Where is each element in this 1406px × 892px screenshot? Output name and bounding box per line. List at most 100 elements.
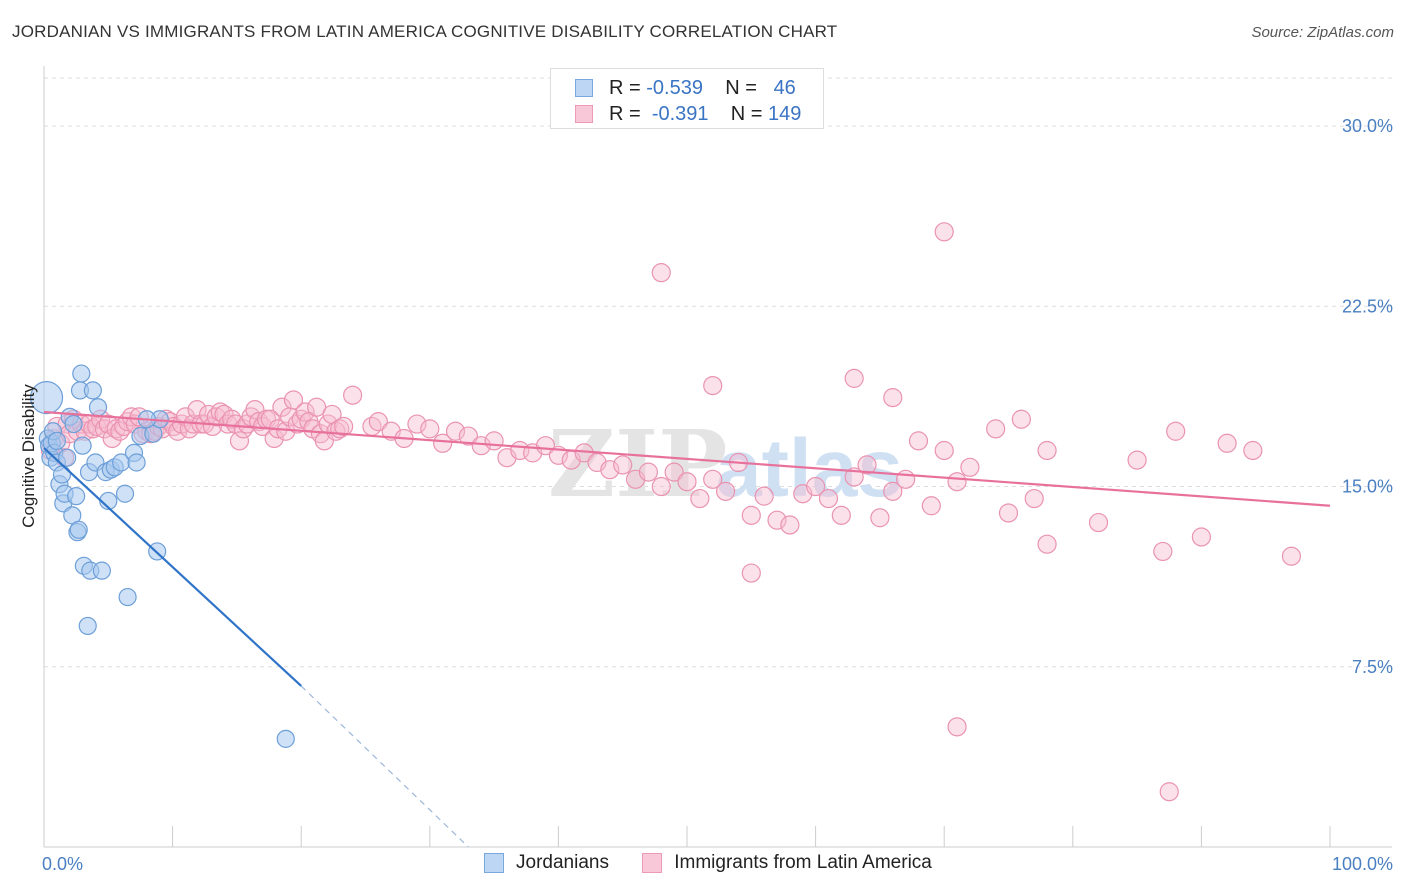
- data-point-immigrants: [1243, 440, 1263, 461]
- data-point-immigrants: [445, 421, 466, 441]
- n-value: 46: [773, 77, 796, 99]
- data-point-immigrants: [947, 472, 967, 492]
- data-point-immigrants: [1281, 546, 1302, 566]
- data-point-immigrants: [690, 488, 710, 509]
- y-tick-label: 7.5%: [1352, 657, 1393, 677]
- data-point-immigrants: [870, 508, 890, 528]
- data-point-immigrants: [1037, 440, 1057, 461]
- legend-item-immigrants[interactable]: Immigrants from Latin America: [642, 852, 932, 874]
- data-point-immigrants: [767, 510, 787, 530]
- data-point-immigrants: [818, 488, 839, 509]
- data-point-jordanians: [29, 381, 64, 415]
- data-point-immigrants: [420, 419, 440, 439]
- data-point-jordanians: [64, 414, 83, 434]
- data-point-immigrants: [368, 412, 388, 432]
- data-point-jordanians: [88, 398, 108, 417]
- data-point-jordanians: [127, 453, 146, 472]
- data-point-immigrants: [908, 431, 929, 451]
- data-point-immigrants: [651, 263, 671, 283]
- data-point-immigrants: [754, 486, 774, 506]
- data-point-immigrants: [1159, 782, 1179, 802]
- data-point-immigrants: [805, 476, 826, 497]
- y-tick-label: 22.5%: [1342, 296, 1393, 316]
- legend-swatch-jordanians: [484, 853, 504, 873]
- data-point-immigrants: [921, 496, 941, 516]
- data-point-immigrants: [741, 563, 761, 583]
- r-label: R =: [609, 77, 641, 99]
- trend-line-immigrants: [43, 410, 1331, 507]
- data-point-immigrants: [433, 433, 453, 453]
- correlation-legend: R = -0.539 N = 46 R = -0.391 N = 149: [550, 68, 824, 129]
- chart-title: JORDANIAN VS IMMIGRANTS FROM LATIN AMERI…: [12, 22, 838, 41]
- data-point-immigrants: [1217, 433, 1237, 453]
- data-point-jordanians: [47, 431, 66, 450]
- y-tick-label: 15.0%: [1342, 477, 1393, 497]
- data-point-immigrants: [272, 397, 292, 417]
- legend-swatch-immigrants: [642, 853, 663, 873]
- data-point-jordanians: [115, 484, 135, 503]
- data-point-immigrants: [1011, 409, 1031, 429]
- n-label: N =: [725, 77, 757, 99]
- data-point-immigrants: [998, 503, 1019, 523]
- data-point-immigrants: [638, 462, 659, 482]
- x-tick-label: 0.0%: [42, 854, 83, 874]
- data-point-immigrants: [960, 457, 980, 477]
- data-point-immigrants: [471, 436, 491, 456]
- r-label: R =: [609, 103, 641, 125]
- data-point-immigrants: [1153, 541, 1173, 562]
- trend-line-jordanians-extension: [300, 685, 469, 848]
- data-point-immigrants: [343, 385, 363, 405]
- data-point-immigrants: [1037, 534, 1057, 554]
- data-point-immigrants: [102, 428, 122, 449]
- data-point-immigrants: [535, 436, 556, 456]
- tick-labels: 7.5% 15.0% 22.5% 30.0% 0.0% 100.0%: [42, 116, 1393, 874]
- data-point-immigrants: [947, 717, 967, 737]
- data-point-immigrants: [484, 431, 504, 451]
- n-label: N =: [730, 103, 763, 125]
- legend-swatch-blue: [575, 79, 593, 97]
- data-point-jordanians: [72, 364, 91, 383]
- data-point-jordanians: [58, 448, 77, 467]
- data-point-immigrants: [458, 426, 478, 446]
- data-point-jordanians: [67, 487, 86, 506]
- source-attribution: Source: ZipAtlas.com: [1251, 24, 1394, 41]
- trend-line-jordanians: [43, 447, 302, 687]
- r-value: -0.391: [651, 103, 709, 125]
- data-point-jordanians: [83, 381, 102, 400]
- legend-label-immigrants: Immigrants from Latin America: [674, 852, 932, 873]
- data-point-jordanians: [276, 729, 295, 748]
- data-point-immigrants: [334, 416, 354, 437]
- data-point-immigrants: [741, 505, 761, 525]
- watermark-zip: ZIP: [548, 410, 727, 518]
- x-tick-label: 100.0%: [1332, 854, 1393, 874]
- data-point-immigrants: [1024, 488, 1044, 509]
- data-point-immigrants: [1191, 527, 1212, 547]
- data-point-immigrants: [703, 469, 723, 489]
- data-point-jordanians: [69, 520, 88, 539]
- data-point-immigrants: [715, 481, 736, 501]
- grid-lines: [44, 77, 1392, 668]
- data-point-immigrants: [407, 414, 427, 434]
- data-point-immigrants: [1166, 421, 1186, 441]
- data-point-immigrants: [986, 419, 1006, 439]
- y-axis-title: Cognitive Disability: [19, 384, 38, 528]
- legend-item-jordanians[interactable]: Jordanians: [484, 852, 609, 874]
- data-point-immigrants: [1088, 512, 1109, 533]
- data-point-immigrants: [844, 368, 864, 388]
- series-jordanians: [29, 364, 295, 748]
- data-point-immigrants: [883, 481, 903, 501]
- data-point-jordanians: [52, 465, 72, 484]
- data-point-immigrants: [1127, 450, 1147, 470]
- data-point-jordanians: [73, 436, 92, 455]
- series-legend: Jordanians Immigrants from Latin America: [484, 852, 960, 876]
- data-point-immigrants: [664, 462, 684, 482]
- data-point-immigrants: [283, 390, 304, 410]
- legend-label-jordanians: Jordanians: [516, 852, 609, 873]
- data-point-jordanians: [78, 616, 97, 636]
- legend-swatch-pink: [575, 105, 593, 123]
- trend-lines: [43, 410, 1331, 848]
- r-value: -0.539: [646, 77, 703, 99]
- data-point-immigrants: [896, 469, 916, 489]
- data-point-immigrants: [295, 402, 315, 422]
